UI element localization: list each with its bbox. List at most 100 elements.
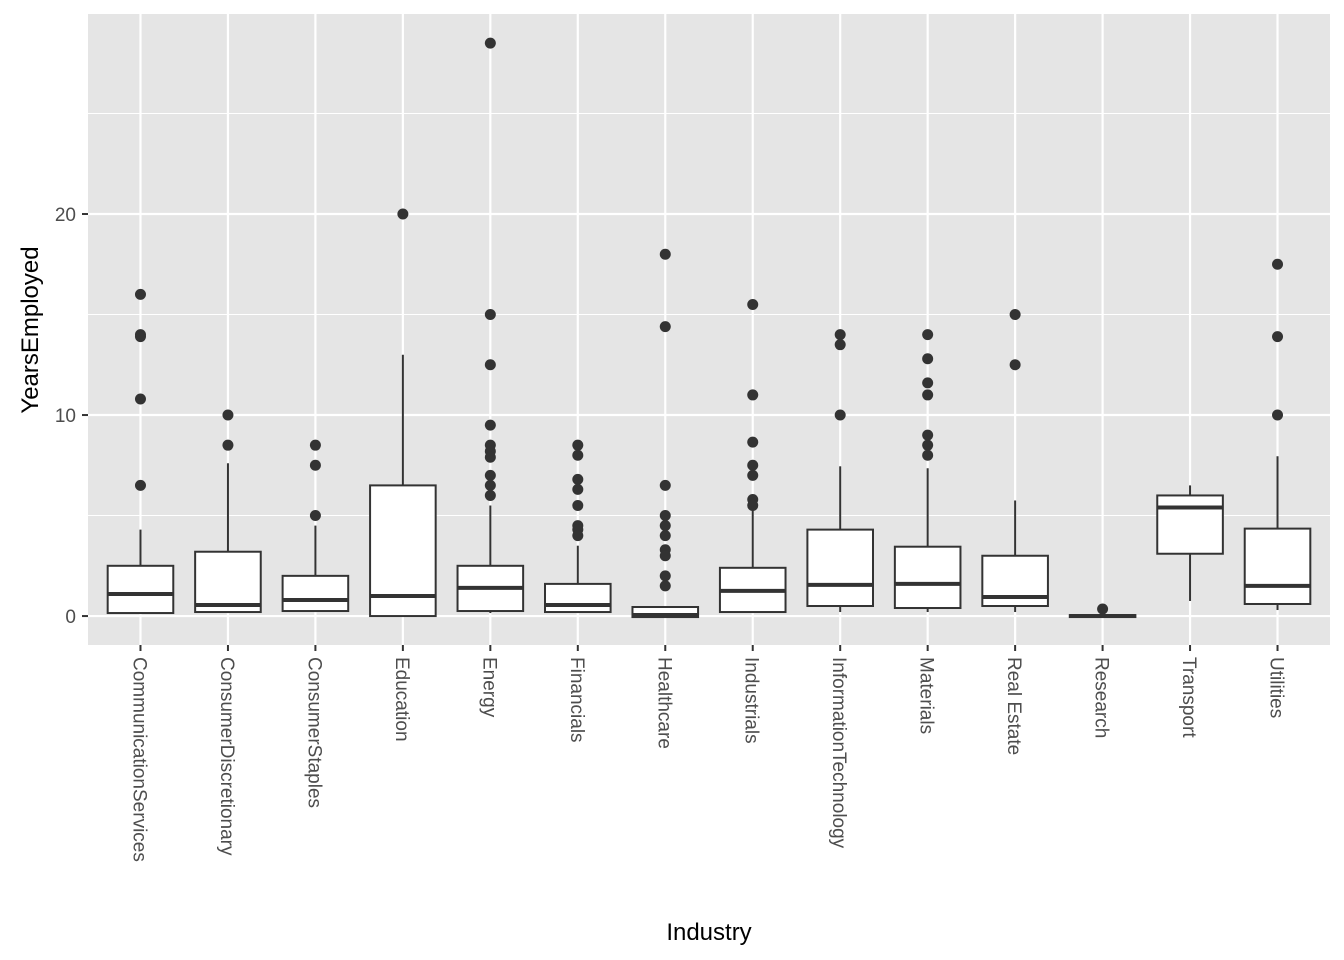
outlier-point xyxy=(747,459,759,471)
outlier-point xyxy=(134,479,146,491)
outlier-point xyxy=(1097,603,1109,615)
box-consumerdiscretionary xyxy=(194,409,262,614)
x-tick-label: Healthcare xyxy=(653,657,674,749)
box-iqr xyxy=(281,574,350,613)
outlier-point xyxy=(747,499,759,511)
box-industrials xyxy=(718,298,787,614)
outlier-point xyxy=(572,439,584,451)
x-tick-label: Industrials xyxy=(741,657,762,744)
outlier-point xyxy=(572,499,584,511)
outlier-point xyxy=(747,436,759,448)
box-informationtechnology xyxy=(806,329,874,613)
x-tick-label: Real Estate xyxy=(1003,657,1024,755)
outlier-point xyxy=(834,339,846,351)
outlier-point xyxy=(659,248,671,260)
outlier-point xyxy=(1272,258,1284,270)
outlier-point xyxy=(572,483,584,495)
box-energy xyxy=(456,37,525,614)
x-tick-label: ConsumerDiscretionary xyxy=(216,657,237,856)
y-tick-label: 0 xyxy=(65,607,76,628)
outlier-point xyxy=(1009,359,1021,371)
box-transport xyxy=(1156,485,1224,601)
outlier-point xyxy=(922,377,934,389)
y-tick-label: 10 xyxy=(55,406,76,427)
box-education xyxy=(369,208,437,618)
outlier-point xyxy=(659,479,671,491)
outlier-point xyxy=(747,469,759,481)
outlier-point xyxy=(484,489,496,501)
box-iqr xyxy=(544,582,612,614)
box-iqr xyxy=(1156,494,1224,555)
outlier-point xyxy=(222,409,234,421)
box-financials xyxy=(544,439,612,614)
box-iqr xyxy=(106,564,175,615)
box-iqr xyxy=(631,606,700,619)
outlier-point xyxy=(397,208,409,220)
box-consumerstaples xyxy=(281,439,350,613)
outlier-point xyxy=(659,510,671,522)
outlier-point xyxy=(484,359,496,371)
y-tick-label: 20 xyxy=(55,205,76,226)
outlier-point xyxy=(484,479,496,491)
outlier-point xyxy=(1009,309,1021,321)
outlier-point xyxy=(922,353,934,365)
x-axis-ticks: CommunicationServices ConsumerDiscretiona… xyxy=(128,645,1287,862)
outlier-point xyxy=(659,321,671,333)
outlier-point xyxy=(484,37,496,49)
outlier-point xyxy=(747,389,759,401)
outlier-point xyxy=(572,530,584,542)
outlier-point xyxy=(572,449,584,461)
x-tick-label: Transport xyxy=(1178,657,1199,738)
x-tick-label: Energy xyxy=(478,657,499,718)
outlier-point xyxy=(834,329,846,341)
outlier-point xyxy=(659,580,671,592)
outlier-point xyxy=(922,439,934,451)
box-research xyxy=(1068,603,1137,619)
outlier-point xyxy=(922,429,934,441)
y-axis-ticks: 0 10 20 xyxy=(55,205,88,628)
box-healthcare xyxy=(631,248,700,619)
outlier-point xyxy=(747,298,759,310)
x-axis-title: Industry xyxy=(666,919,751,946)
x-tick-label: Utilities xyxy=(1266,657,1287,718)
outlier-point xyxy=(309,510,321,522)
outlier-point xyxy=(659,530,671,542)
box-real-estate xyxy=(981,309,1049,613)
outlier-point xyxy=(572,473,584,485)
outlier-point xyxy=(1272,409,1284,421)
outlier-point xyxy=(922,389,934,401)
outlier-point xyxy=(309,439,321,451)
x-tick-label: Education xyxy=(391,657,412,742)
outlier-point xyxy=(922,329,934,341)
outlier-point xyxy=(134,393,146,405)
y-axis-title: YearsEmployed xyxy=(17,246,44,413)
outlier-point xyxy=(659,520,671,532)
x-tick-label: Materials xyxy=(916,657,937,734)
outlier-point xyxy=(659,570,671,582)
box-iqr xyxy=(1243,527,1312,605)
x-tick-label: CommunicationServices xyxy=(128,657,149,862)
outlier-point xyxy=(134,288,146,300)
outlier-point xyxy=(834,409,846,421)
panel-background xyxy=(88,14,1330,645)
box-iqr xyxy=(893,545,962,610)
box-communicationservices xyxy=(106,288,175,615)
x-tick-label: ConsumerStaples xyxy=(303,657,324,808)
box-utilities xyxy=(1243,258,1312,611)
x-tick-label: Financials xyxy=(566,657,587,743)
x-tick-label: InformationTechnology xyxy=(828,657,849,849)
outlier-point xyxy=(1272,331,1284,343)
box-iqr xyxy=(806,528,874,608)
outlier-point xyxy=(484,419,496,431)
outlier-point xyxy=(484,469,496,481)
box-materials xyxy=(893,329,962,613)
x-tick-label: Research xyxy=(1091,657,1112,738)
outlier-point xyxy=(134,331,146,343)
outlier-point xyxy=(484,451,496,463)
outlier-point xyxy=(659,550,671,562)
outlier-point xyxy=(309,459,321,471)
box-iqr xyxy=(194,550,262,614)
outlier-point xyxy=(484,309,496,321)
boxes xyxy=(106,37,1312,619)
